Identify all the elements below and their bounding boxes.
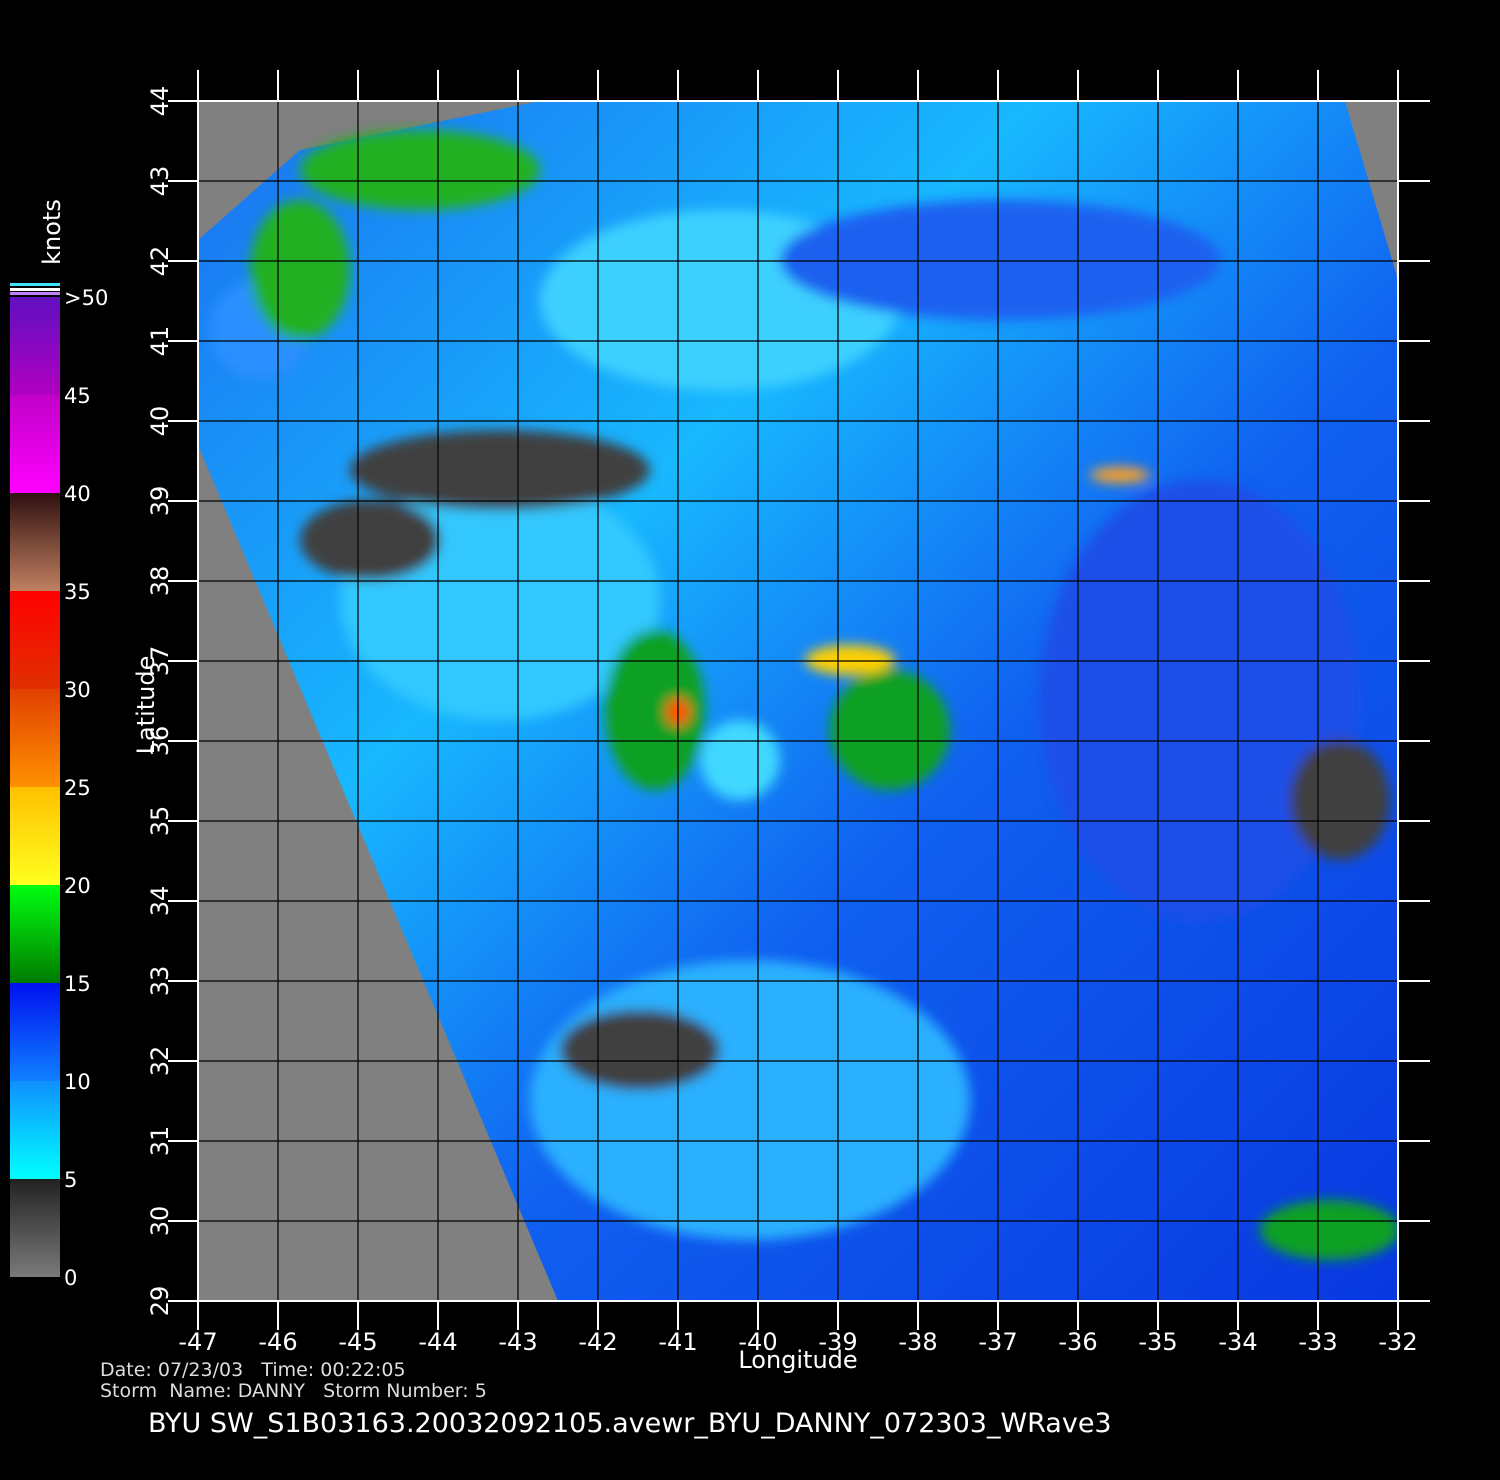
y-tick-label: 37 bbox=[146, 646, 174, 677]
colorbar-segment bbox=[10, 493, 60, 591]
x-tick-label: -38 bbox=[898, 1328, 937, 1356]
colorbar-segment bbox=[10, 1179, 60, 1277]
x-tick-label: -44 bbox=[418, 1328, 457, 1356]
x-tick-label: -40 bbox=[738, 1328, 777, 1356]
colorbar-tick-label: 5 bbox=[64, 1168, 77, 1192]
colorbar-segment bbox=[10, 1081, 60, 1179]
footer-title: BYU SW_S1B03163.20032092105.avewr_BYU_DA… bbox=[148, 1408, 1112, 1439]
y-tick-label: 29 bbox=[146, 1286, 174, 1317]
plot-frame bbox=[197, 100, 1399, 1302]
y-tick-label: 32 bbox=[146, 1046, 174, 1077]
y-tick-label: 42 bbox=[146, 246, 174, 277]
colorbar-cap bbox=[10, 288, 60, 291]
x-tick-label: -46 bbox=[258, 1328, 297, 1356]
colorbar-tick-label: 40 bbox=[64, 482, 91, 506]
y-axis-label: Latitude bbox=[132, 656, 160, 755]
x-tick-label: -47 bbox=[178, 1328, 217, 1356]
colorbar-tick-label: 45 bbox=[64, 384, 91, 408]
y-tick-label: 30 bbox=[146, 1206, 174, 1237]
wind-features bbox=[210, 130, 1398, 1260]
x-tick-label: -32 bbox=[1378, 1328, 1417, 1356]
colorbar-tick-label: 35 bbox=[64, 580, 91, 604]
colorbar-segment bbox=[10, 297, 60, 395]
map-image bbox=[198, 101, 1398, 1301]
colorbar-segment bbox=[10, 395, 60, 493]
colorbar-tick-label: 10 bbox=[64, 1070, 91, 1094]
x-tick-label: -36 bbox=[1058, 1328, 1097, 1356]
colorbar-title: knots bbox=[38, 199, 66, 265]
x-tick-label: -45 bbox=[338, 1328, 377, 1356]
y-tick-label: 44 bbox=[146, 86, 174, 117]
x-tick-label: -37 bbox=[978, 1328, 1017, 1356]
colorbar-segment bbox=[10, 591, 60, 689]
colorbar-cap bbox=[10, 292, 60, 295]
x-tick-label: -43 bbox=[498, 1328, 537, 1356]
axes bbox=[168, 70, 1430, 1330]
colorbar-segment bbox=[10, 787, 60, 885]
y-tick-label: 40 bbox=[146, 406, 174, 437]
x-tick-label: -42 bbox=[578, 1328, 617, 1356]
colorbar-tick-label: >50 bbox=[64, 286, 108, 310]
colorbar-tick-label: 20 bbox=[64, 874, 91, 898]
y-tick-label: 33 bbox=[146, 966, 174, 997]
y-tick-label: 43 bbox=[146, 166, 174, 197]
y-tick-label: 38 bbox=[146, 566, 174, 597]
y-tick-label: 31 bbox=[146, 1126, 174, 1157]
colorbar-segment bbox=[10, 885, 60, 983]
swath bbox=[198, 101, 1398, 1301]
footer-storm: Storm Name: DANNY Storm Number: 5 bbox=[100, 1380, 487, 1402]
colorbar-cap bbox=[10, 283, 60, 286]
y-tick-label: 36 bbox=[146, 726, 174, 757]
y-tick-label: 35 bbox=[146, 806, 174, 837]
y-tick-label: 39 bbox=[146, 486, 174, 517]
x-tick-label: -39 bbox=[818, 1328, 857, 1356]
x-tick-label: -33 bbox=[1298, 1328, 1337, 1356]
colorbar-tick-label: 30 bbox=[64, 678, 91, 702]
colorbar-tick-label: 15 bbox=[64, 972, 91, 996]
footer-date: Date: 07/23/03 Time: 00:22:05 bbox=[100, 1359, 406, 1381]
x-tick-label: -35 bbox=[1138, 1328, 1177, 1356]
colorbar-tick-label: 25 bbox=[64, 776, 91, 800]
colorbar-segment bbox=[10, 689, 60, 787]
y-tick-label: 34 bbox=[146, 886, 174, 917]
y-tick-label: 41 bbox=[146, 326, 174, 357]
colorbar-segment bbox=[10, 983, 60, 1081]
x-axis-label: Longitude bbox=[738, 1346, 857, 1374]
x-tick-label: -34 bbox=[1218, 1328, 1257, 1356]
colorbar-tick-label: 0 bbox=[64, 1266, 77, 1290]
x-tick-label: -41 bbox=[658, 1328, 697, 1356]
